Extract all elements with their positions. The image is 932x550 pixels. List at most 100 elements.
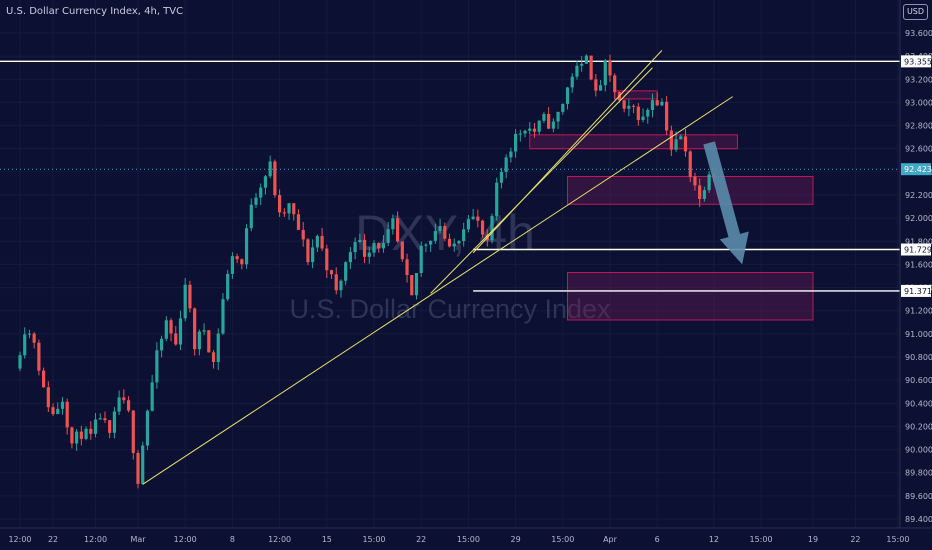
candle-body (254, 197, 258, 205)
price-tick-label: 92.200 (905, 191, 932, 200)
zone-rectangle[interactable] (614, 90, 658, 100)
trendline[interactable] (430, 67, 653, 294)
candle-body (315, 235, 319, 248)
candle-body (329, 270, 334, 275)
candle-body (575, 65, 579, 77)
candle-body (70, 427, 74, 444)
grid-lines (0, 0, 900, 528)
price-tick-label: 92.600 (905, 145, 932, 154)
candle-body (542, 114, 546, 121)
horizontal-levels[interactable] (0, 60, 900, 292)
candle-body (457, 241, 461, 244)
time-tick-label: Apr (603, 535, 618, 544)
price-tick-label: 90.200 (905, 422, 932, 431)
candle-body (495, 182, 499, 216)
candle-body (641, 116, 645, 120)
level-price-tag (901, 55, 931, 68)
price-tick-label: 93.200 (905, 75, 932, 84)
candle-body (75, 431, 79, 444)
candle-body (56, 408, 60, 415)
price-tick-label: 92.000 (905, 214, 932, 223)
candle-body (410, 274, 414, 296)
time-tick-label: 15:00 (551, 535, 574, 544)
candle-body (103, 418, 107, 421)
candle-body (565, 87, 570, 104)
time-tick-label: 22 (48, 535, 58, 544)
candle-body (377, 242, 381, 249)
candle-body (414, 273, 419, 296)
candle-body (211, 352, 216, 362)
candle-body (362, 239, 367, 257)
time-tick-label: 6 (655, 535, 660, 544)
trendlines[interactable] (142, 50, 733, 485)
price-tick-label: 93.600 (905, 29, 932, 38)
zone-rectangle[interactable] (567, 272, 814, 321)
candle-body (504, 157, 508, 172)
candle-body (89, 428, 93, 434)
candle-body (282, 212, 286, 214)
time-tick-label: 22 (416, 535, 426, 544)
candle-body (381, 243, 386, 249)
candle-body (122, 397, 126, 401)
candle-body (27, 333, 32, 335)
time-tick-label: 29 (511, 535, 521, 544)
price-tick-label: 93.000 (905, 98, 932, 107)
candle-body (499, 171, 504, 183)
candle-body (273, 161, 277, 196)
candle-body (476, 216, 480, 221)
price-axis[interactable]: 93.60093.40093.20093.00092.80092.60092.4… (899, 0, 932, 528)
candle-body (683, 136, 688, 152)
candle-body (466, 219, 470, 230)
candle-body (84, 428, 88, 439)
candle-body (443, 226, 447, 239)
candle-body (386, 229, 390, 244)
candle-body (65, 401, 69, 428)
candle-body (344, 262, 348, 281)
candle-body (353, 242, 357, 253)
candle-body (702, 190, 706, 199)
candle-body (598, 85, 603, 91)
candle-body (226, 273, 230, 300)
time-tick-label: 12 (709, 535, 719, 544)
candle-body (51, 407, 55, 415)
candle-body (136, 452, 140, 484)
candle-body (514, 133, 518, 152)
trendline[interactable] (472, 50, 663, 254)
down-arrow-icon[interactable] (703, 141, 749, 265)
candle-body (235, 256, 239, 260)
currency-button[interactable]: USD (903, 4, 928, 20)
candle-body (193, 308, 197, 350)
candle-body (311, 247, 315, 263)
candle-body (509, 151, 513, 158)
time-tick-label: 15:00 (457, 535, 480, 544)
candle-body (551, 121, 555, 129)
candle-body (60, 401, 65, 409)
candle-body (447, 238, 452, 247)
candle-body (580, 63, 584, 66)
level-price-tag (901, 243, 931, 256)
current-price-tag (901, 163, 931, 176)
candle-body (405, 259, 409, 275)
candle-body (650, 100, 655, 110)
candle-body (221, 299, 225, 334)
candle-body (240, 259, 244, 265)
candle-body (693, 176, 697, 186)
candle-body (18, 355, 22, 369)
candle-body (108, 420, 112, 433)
time-axis[interactable]: 12:00 22 12:00 Mar 12:00 8 12:00 15 15:00 22 15:00… (0, 527, 932, 544)
candlestick-series (18, 54, 716, 489)
chart-title: U.S. Dollar Currency Index, 4h, TVC (6, 6, 184, 17)
candle-body (306, 239, 310, 263)
trendline[interactable] (142, 96, 733, 485)
forecast-arrow[interactable] (703, 141, 749, 265)
candle-body (665, 101, 669, 131)
level-price-label: 91.371 (904, 287, 932, 296)
candle-body (320, 235, 324, 249)
time-tick-label: 15 (322, 535, 332, 544)
candle-body (669, 130, 673, 150)
price-tick-label: 89.400 (905, 515, 932, 524)
candle-body (174, 333, 178, 345)
candle-body (556, 111, 560, 122)
candle-body (155, 350, 159, 383)
